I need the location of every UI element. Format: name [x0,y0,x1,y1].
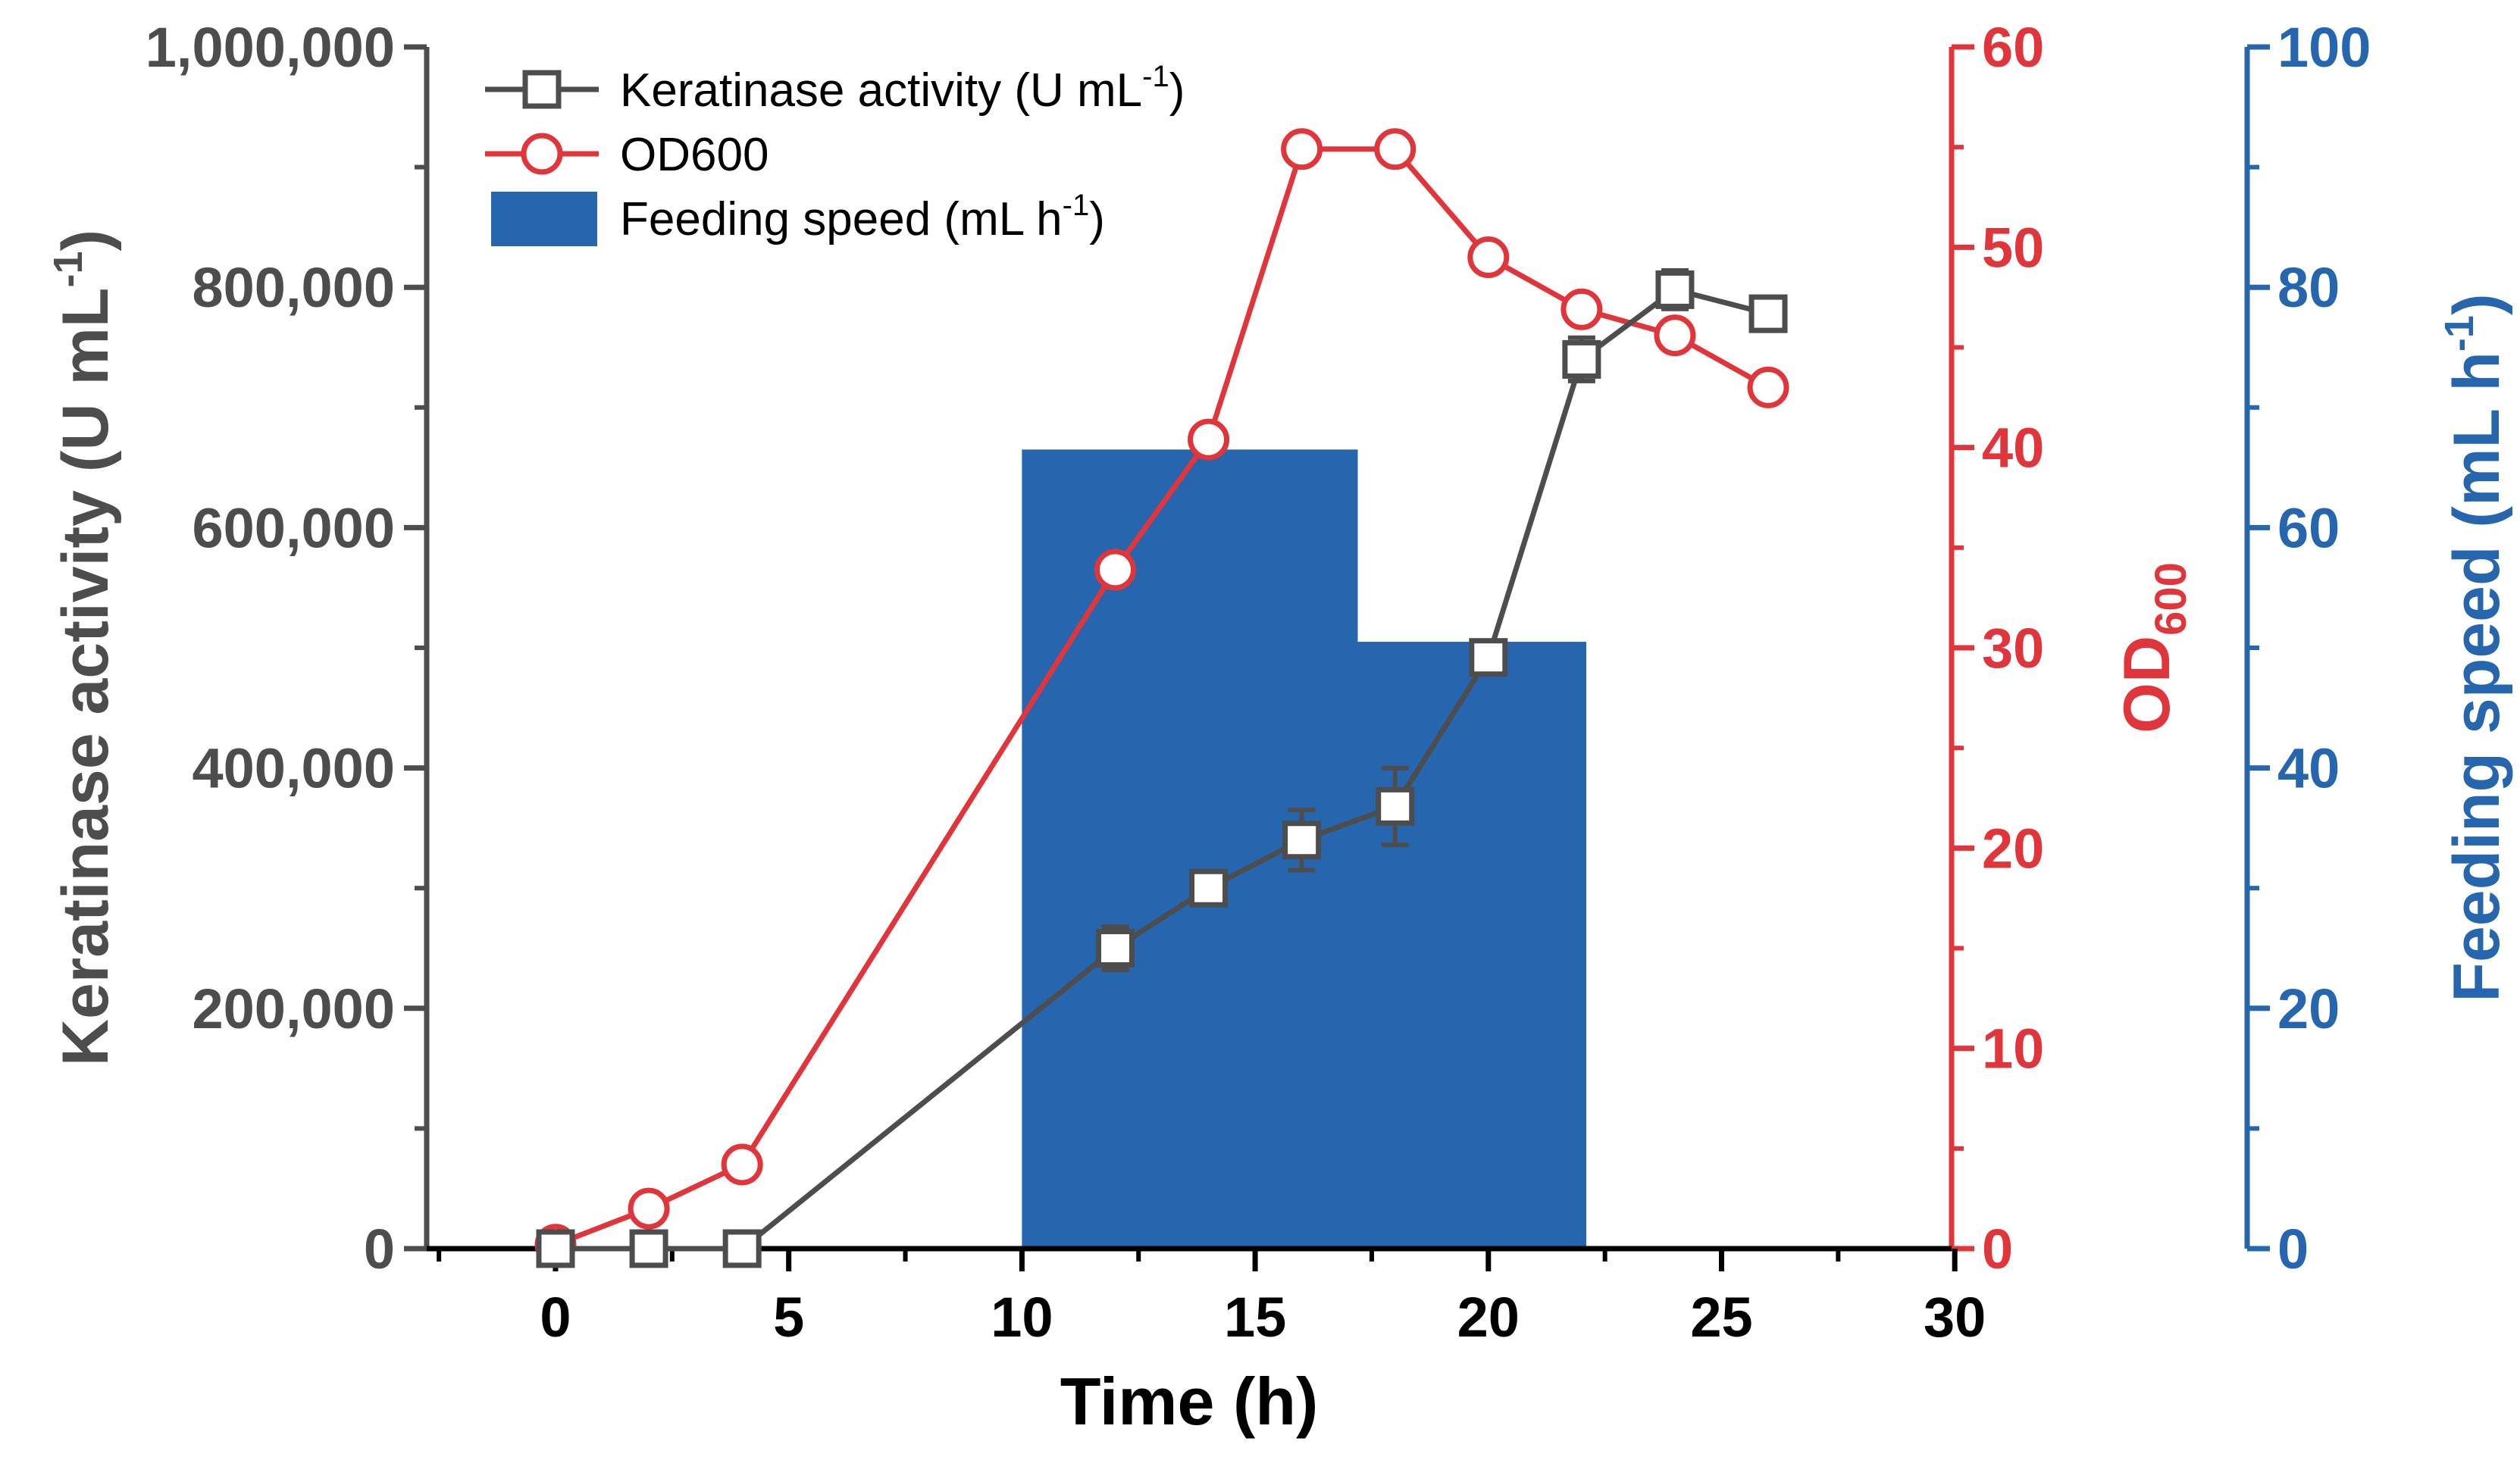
legend-keratinase-label: Keratinase activity (U mL-1) [620,60,1185,117]
left-axis-tick-label: 1,000,000 [146,16,395,79]
x-tick-label: 30 [1924,1286,1986,1349]
keratinase-point [722,1229,762,1268]
od600-point [1467,236,1510,279]
feed-axis-tick-label: 20 [2277,977,2340,1040]
feed-axis-title: Feeding speed (mL h-1) [2437,293,2513,1002]
feed-axis-tick-label: 60 [2277,496,2340,559]
od600-point [1747,366,1789,408]
feed-axis-title-superscript: -1 [2437,315,2482,352]
od600-point [1654,314,1696,357]
keratinase-point [1376,786,1415,826]
od-axis-tick-label: 30 [1982,617,2044,680]
feed-axis-title-text: Feeding speed (mL h [2440,352,2513,1002]
od600-point [628,1187,670,1230]
keratinase-series [536,267,1788,1268]
od600-point [1188,418,1230,461]
x-tick-label: 0 [540,1286,571,1349]
legend: Keratinase activity (U mL-1)OD600Feeding… [485,60,1185,246]
od-axis-title-subscript: 600 [2146,562,2196,636]
x-tick-label: 25 [1690,1286,1752,1349]
od-axis-tick-label: 50 [1982,216,2044,279]
keratinase-point [629,1229,668,1268]
od-axis-title-text: OD [2111,636,2183,733]
time-axis: 0 5 10 15 20 25 30 [427,1246,1986,1349]
left-axis-title-superscript: -1 [45,252,91,288]
keratinase-axis: 0 200,000 400,000 600,000 800,000 1,000,000 [146,16,430,1280]
keratinase-point [1469,638,1508,677]
od600-axis: 0 10 20 30 40 50 60 [1949,16,2044,1280]
keratinase-point [1282,821,1322,860]
keratinase-point [1748,294,1788,333]
left-axis-tick-label: 0 [364,1218,395,1280]
od600-series [534,128,1789,1266]
od-axis-tick-label: 40 [1982,417,2044,480]
legend-feeding-close: ) [1089,193,1105,245]
left-axis-tick-label: 800,000 [193,256,396,319]
od-axis-title: OD600 [2111,562,2196,733]
legend-keratinase-sup: -1 [1142,60,1169,93]
od-axis-tick-label: 10 [1982,1018,2044,1080]
feed-axis-tick-label: 0 [2277,1218,2309,1280]
od-axis-tick-label: 20 [1982,817,2044,880]
keratinase-point [1189,868,1229,908]
legend-keratinase-marker [522,70,562,109]
keratinase-point [1655,270,1695,309]
legend-feeding-label: Feeding speed (mL h-1) [620,189,1105,245]
keratinase-point [1562,339,1601,379]
legend-keratinase-close: ) [1169,64,1185,117]
left-axis-tick-label: 200,000 [193,977,396,1040]
od600-point [1281,128,1323,170]
feed-axis-tick-label: 80 [2277,256,2340,319]
feeding-bar-1 [1357,642,1587,1249]
od-axis-tick-label: 60 [1982,16,2044,79]
feeding-speed-axis: 0 20 40 60 80 100 [2244,16,2371,1280]
od600-point [1561,288,1603,330]
od600-point [1094,549,1136,591]
x-tick-label: 15 [1224,1286,1286,1349]
axis-titles: Time (h)Keratinase activity (U mL-1)OD60… [45,230,2513,1439]
legend-keratinase-text: Keratinase activity (U mL [620,64,1142,117]
left-axis-title: Keratinase activity (U mL-1) [45,230,122,1066]
left-axis-tick-label: 600,000 [193,496,396,559]
left-axis-title-close: ) [49,230,122,252]
od600-point [1374,128,1417,170]
x-tick-label: 10 [991,1286,1053,1349]
od-axis-tick-label: 0 [1982,1218,2013,1280]
x-tick-label: 5 [773,1286,804,1349]
feed-axis-tick-label: 40 [2277,737,2340,800]
left-axis-tick-label: 400,000 [193,737,396,800]
od600-point [721,1143,763,1186]
keratinase-point [536,1229,575,1268]
feed-axis-tick-label: 100 [2277,16,2371,79]
legend-feeding-text: Feeding speed (mL h [620,193,1063,245]
legend-od600-marker [521,133,563,175]
x-tick-label: 20 [1457,1286,1520,1349]
legend-feeding-swatch [491,192,597,246]
x-axis-title: Time (h) [1060,1364,1319,1439]
keratinase-point [1095,929,1135,968]
legend-od600-label: OD600 [620,129,769,181]
left-axis-title-text: Keratinase activity (U mL [49,288,122,1067]
legend-feeding-sup: -1 [1063,189,1090,222]
feed-axis-title-close: ) [2440,293,2513,315]
